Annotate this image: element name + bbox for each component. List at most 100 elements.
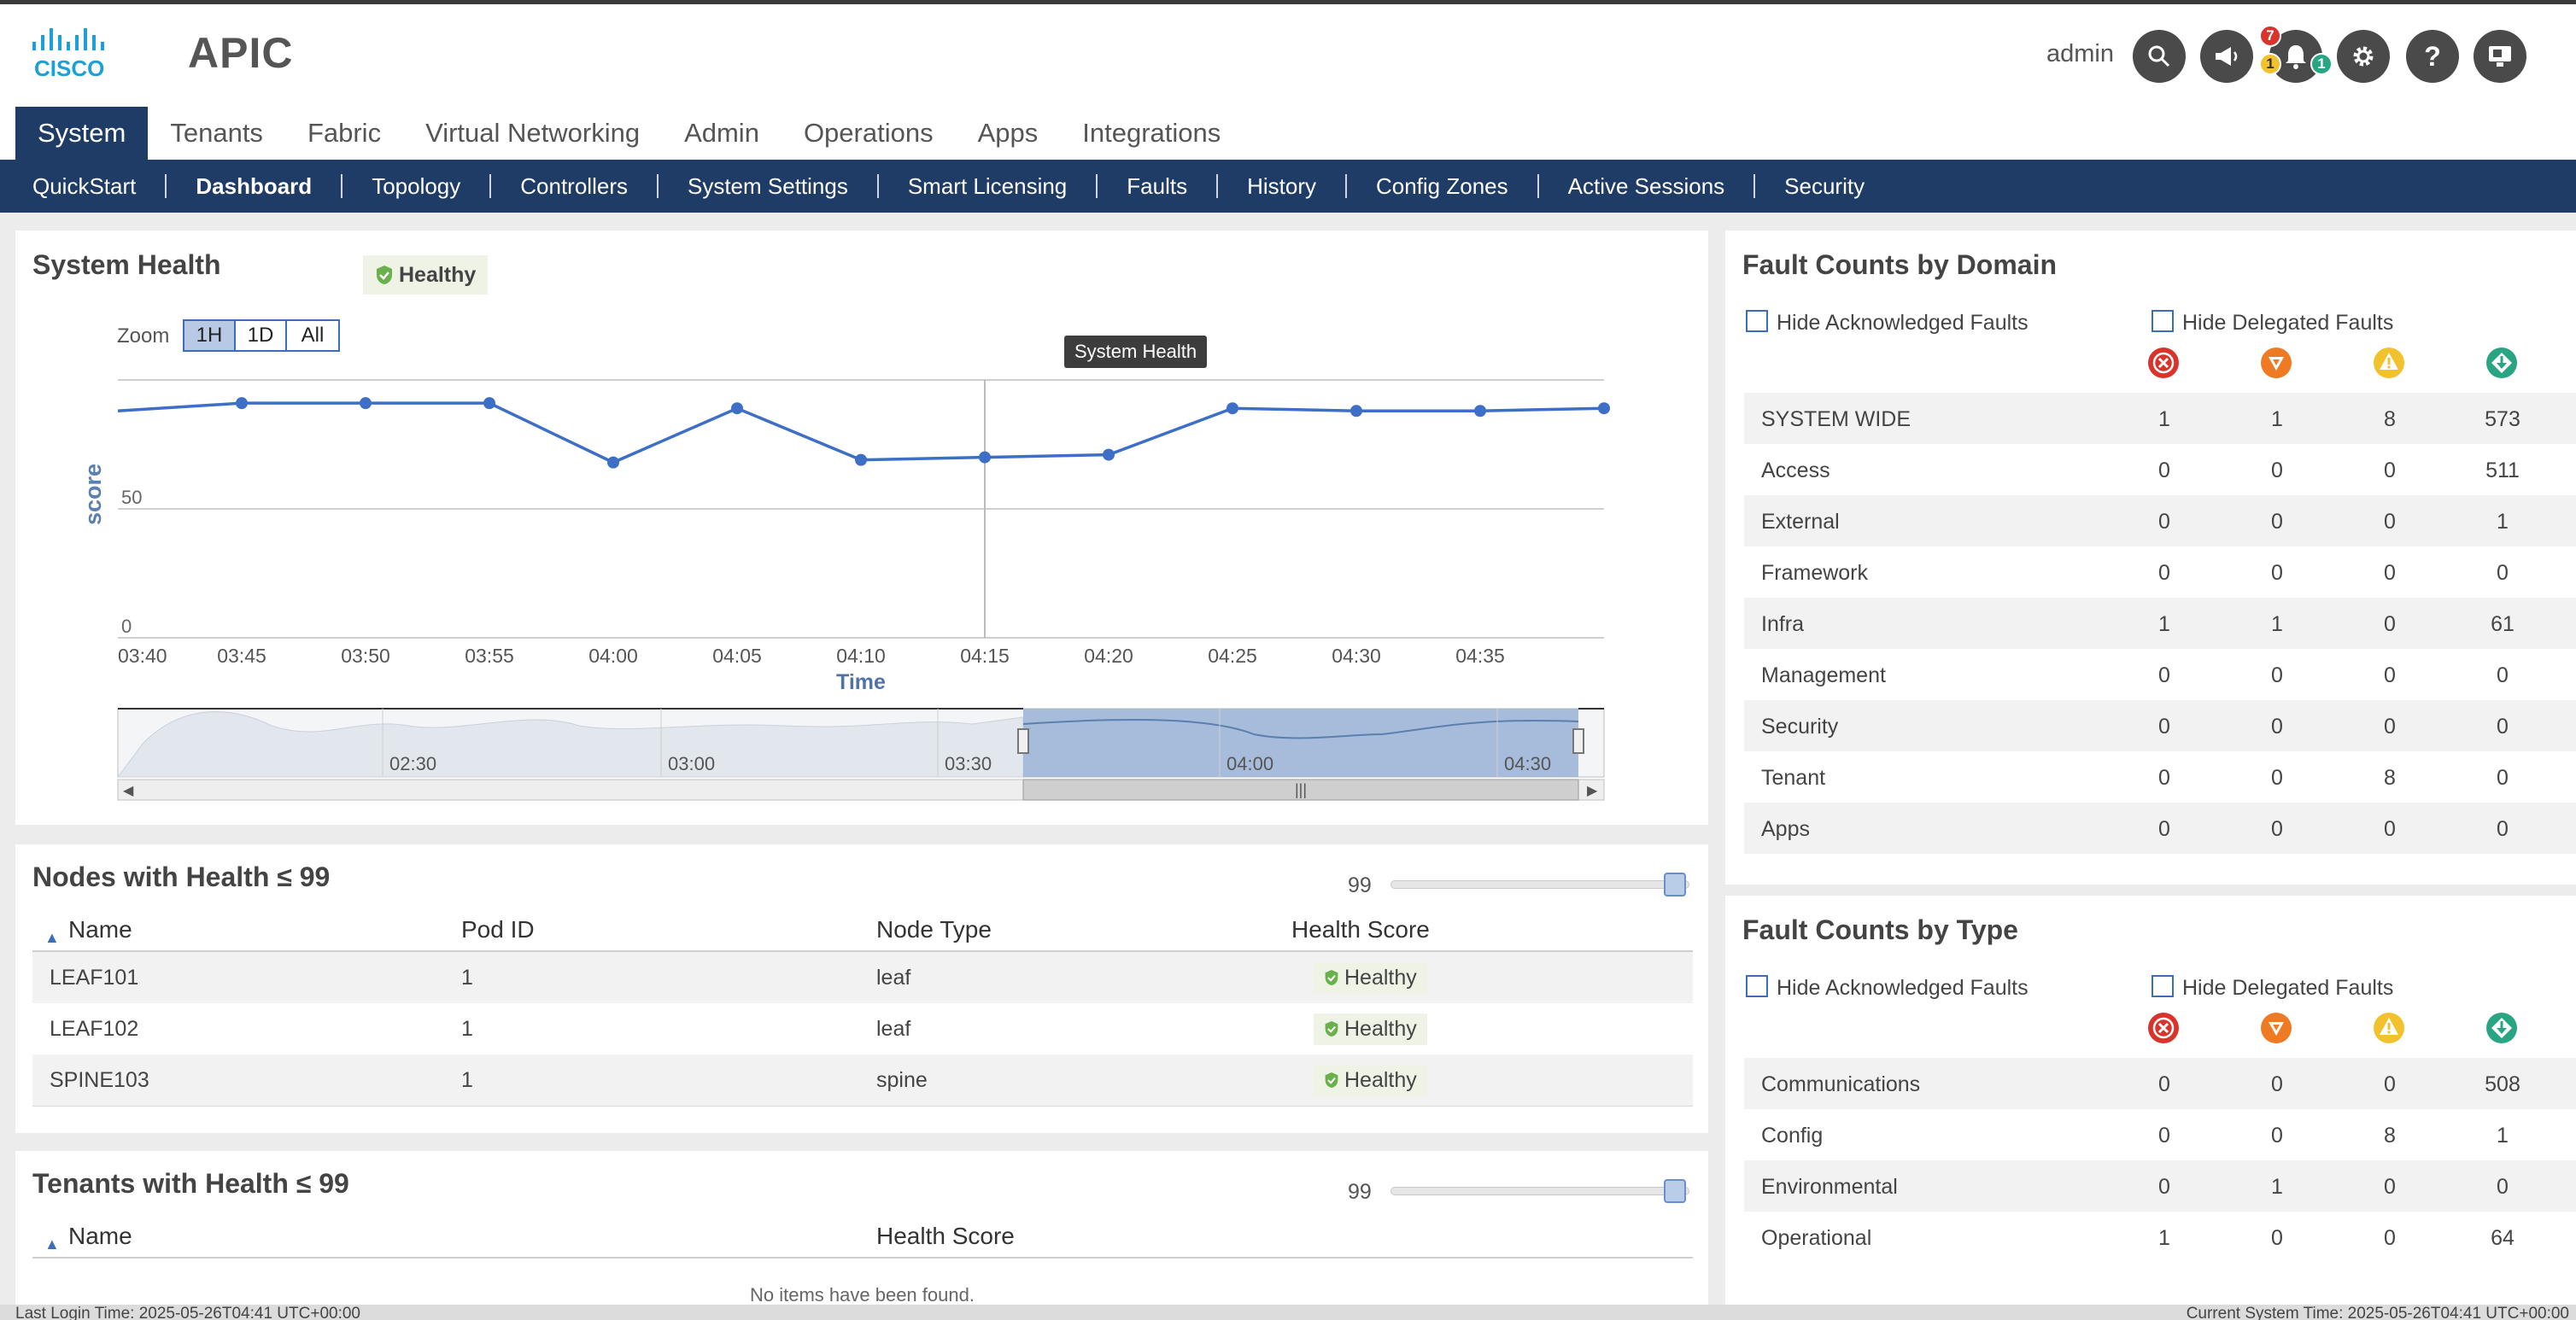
- fault-row[interactable]: Operational 1 0 0 64: [1744, 1212, 2576, 1263]
- fault-count-c[interactable]: 1: [2158, 407, 2170, 431]
- col-tenant-name[interactable]: Name: [68, 1223, 132, 1249]
- hide-del-checkbox[interactable]: [2152, 310, 2174, 332]
- cisco-logo[interactable]: CISCO: [31, 26, 125, 81]
- fault-count-w[interactable]: 0: [2384, 663, 2396, 687]
- fault-count-w[interactable]: 8: [2384, 766, 2396, 790]
- fault-count-n[interactable]: 0: [2497, 715, 2509, 739]
- subnav-history[interactable]: History: [1247, 172, 1316, 199]
- fault-row[interactable]: Access 0 0 0 511: [1744, 444, 2576, 495]
- fault-count-m[interactable]: 0: [2271, 1124, 2283, 1148]
- navigator-handle[interactable]: [1572, 728, 1584, 754]
- col-name[interactable]: Name: [68, 916, 132, 943]
- col-pod-id[interactable]: Pod ID: [461, 916, 535, 943]
- fault-count-w[interactable]: 0: [2384, 817, 2396, 841]
- fault-count-m[interactable]: 0: [2271, 1072, 2283, 1096]
- fault-count-m[interactable]: 0: [2271, 458, 2283, 482]
- fault-count-w[interactable]: 0: [2384, 561, 2396, 585]
- tab-tenants[interactable]: Tenants: [170, 118, 263, 148]
- fault-row[interactable]: Security 0 0 0 0: [1744, 700, 2576, 751]
- tab-system[interactable]: System: [15, 107, 149, 160]
- fault-count-n[interactable]: 0: [2497, 561, 2509, 585]
- subnav-config-zones[interactable]: Config Zones: [1375, 172, 1508, 199]
- col-health-score[interactable]: Health Score: [1291, 916, 1430, 943]
- hide-ack-checkbox[interactable]: [1746, 310, 1768, 332]
- col-node-type[interactable]: Node Type: [876, 916, 992, 943]
- tab-operations[interactable]: Operations: [803, 118, 934, 148]
- fault-count-m[interactable]: 0: [2271, 817, 2283, 841]
- fault-count-w[interactable]: 0: [2384, 510, 2396, 534]
- fault-count-w[interactable]: 0: [2384, 612, 2396, 636]
- fault-count-n[interactable]: 0: [2497, 663, 2509, 687]
- subnav-topology[interactable]: Topology: [372, 172, 461, 199]
- fault-count-w[interactable]: 0: [2384, 1072, 2396, 1096]
- fault-count-w[interactable]: 8: [2384, 1124, 2396, 1148]
- fault-count-c[interactable]: 1: [2158, 1226, 2170, 1250]
- fault-count-m[interactable]: 0: [2271, 663, 2283, 687]
- fault-row[interactable]: Management 0 0 0 0: [1744, 649, 2576, 700]
- navigator-scroll-thumb[interactable]: [1022, 779, 1579, 801]
- fault-count-c[interactable]: 0: [2158, 1175, 2170, 1199]
- table-row[interactable]: LEAF101 1 leaf Healthy: [32, 952, 1693, 1003]
- fault-row[interactable]: SYSTEM WIDE 1 1 8 573: [1744, 393, 2576, 444]
- tab-integrations[interactable]: Integrations: [1082, 118, 1221, 148]
- fault-row[interactable]: Environmental 0 1 0 0: [1744, 1160, 2576, 1212]
- fault-count-n[interactable]: 1: [2497, 510, 2509, 534]
- fault-count-n[interactable]: 508: [2485, 1072, 2520, 1096]
- fault-count-c[interactable]: 0: [2158, 817, 2170, 841]
- subnav-smart-licensing[interactable]: Smart Licensing: [907, 172, 1068, 199]
- fault-count-c[interactable]: 1: [2158, 612, 2170, 636]
- tenants-slider-track[interactable]: [1390, 1187, 1689, 1195]
- fault-count-c[interactable]: 0: [2158, 766, 2170, 790]
- fault-count-c[interactable]: 0: [2158, 458, 2170, 482]
- tenants-slider-handle[interactable]: [1664, 1179, 1686, 1203]
- fault-count-m[interactable]: 1: [2271, 612, 2283, 636]
- fault-count-m[interactable]: 0: [2271, 766, 2283, 790]
- fault-count-w[interactable]: 0: [2384, 458, 2396, 482]
- fault-row[interactable]: External 0 0 0 1: [1744, 495, 2576, 546]
- fault-count-c[interactable]: 0: [2158, 561, 2170, 585]
- subnav-security[interactable]: Security: [1784, 172, 1865, 199]
- sort-asc-icon[interactable]: ▲: [44, 1235, 60, 1253]
- fault-count-w[interactable]: 0: [2384, 715, 2396, 739]
- fault-count-n[interactable]: 573: [2485, 407, 2520, 431]
- hide-ack-checkbox[interactable]: [1746, 975, 1768, 997]
- fault-count-m[interactable]: 0: [2271, 715, 2283, 739]
- scroll-right-arrow[interactable]: ▶: [1587, 784, 1598, 798]
- fault-count-m[interactable]: 0: [2271, 1226, 2283, 1250]
- tab-apps[interactable]: Apps: [977, 118, 1039, 148]
- subnav-system-settings[interactable]: System Settings: [687, 172, 848, 199]
- tab-virtual-networking[interactable]: Virtual Networking: [425, 118, 641, 148]
- settings-button[interactable]: [2337, 30, 2390, 83]
- zoom-1d-button[interactable]: 1D: [236, 321, 287, 350]
- fault-count-n[interactable]: 64: [2491, 1226, 2515, 1250]
- screen-button[interactable]: [2474, 30, 2526, 83]
- fault-count-m[interactable]: 1: [2271, 1175, 2283, 1199]
- fault-count-c[interactable]: 0: [2158, 510, 2170, 534]
- fault-count-n[interactable]: 0: [2497, 1175, 2509, 1199]
- zoom-1h-button[interactable]: 1H: [184, 321, 236, 350]
- announcements-button[interactable]: [2200, 30, 2253, 83]
- fault-count-n[interactable]: 61: [2491, 612, 2515, 636]
- fault-count-m[interactable]: 0: [2271, 561, 2283, 585]
- subnav-controllers[interactable]: Controllers: [520, 172, 628, 199]
- search-button[interactable]: [2133, 30, 2186, 83]
- fault-count-w[interactable]: 0: [2384, 1226, 2396, 1250]
- subnav-active-sessions[interactable]: Active Sessions: [1567, 172, 1725, 199]
- col-tenant-health[interactable]: Health Score: [876, 1223, 1015, 1249]
- subnav-faults[interactable]: Faults: [1127, 172, 1188, 199]
- fault-row[interactable]: Tenant 0 0 8 0: [1744, 751, 2576, 803]
- fault-count-w[interactable]: 0: [2384, 1175, 2396, 1199]
- fault-row[interactable]: Config 0 0 8 1: [1744, 1109, 2576, 1160]
- nodes-slider-track[interactable]: [1390, 880, 1689, 889]
- fault-row[interactable]: Communications 0 0 0 508: [1744, 1058, 2576, 1109]
- fault-count-c[interactable]: 0: [2158, 715, 2170, 739]
- zoom-all-button[interactable]: All: [287, 321, 338, 350]
- fault-count-w[interactable]: 8: [2384, 407, 2396, 431]
- fault-count-m[interactable]: 0: [2271, 510, 2283, 534]
- user-name[interactable]: admin: [2046, 40, 2114, 67]
- health-chart[interactable]: 0 50 score 03:40 03:45 03:50 03:55 04:00 04:05 04…: [15, 231, 1708, 825]
- fault-count-n[interactable]: 511: [2485, 458, 2520, 482]
- fault-row[interactable]: Infra 1 1 0 61: [1744, 598, 2576, 649]
- scroll-left-arrow[interactable]: ◀: [123, 784, 134, 798]
- tab-fabric[interactable]: Fabric: [307, 118, 382, 148]
